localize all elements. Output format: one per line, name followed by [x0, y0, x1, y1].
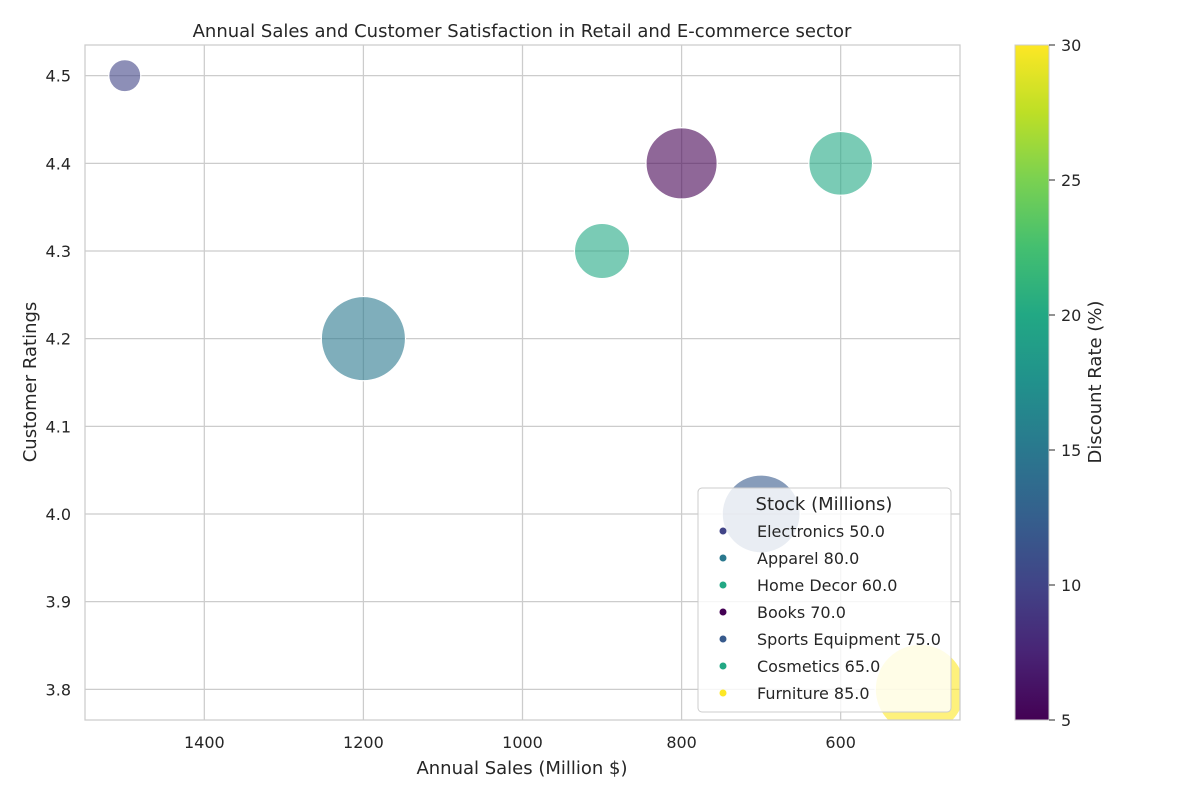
- legend-marker: [719, 581, 727, 589]
- colorbar-tick-label: 15: [1061, 441, 1081, 460]
- y-tick-label: 4.4: [46, 154, 71, 173]
- legend-label: Electronics 50.0: [757, 522, 885, 541]
- chart-title: Annual Sales and Customer Satisfaction i…: [193, 21, 852, 42]
- x-axis-label: Annual Sales (Million $): [416, 758, 627, 779]
- legend-label: Sports Equipment 75.0: [757, 630, 941, 649]
- y-axis-label: Customer Ratings: [20, 302, 41, 463]
- x-tick-label: 1400: [184, 733, 225, 752]
- y-tick-label: 3.9: [46, 593, 71, 612]
- x-tick-label: 1000: [502, 733, 543, 752]
- colorbar-gradient: [1014, 44, 1050, 721]
- legend-marker: [719, 635, 727, 643]
- bubble-electronics: [108, 59, 142, 93]
- y-tick-label: 4.5: [46, 67, 71, 86]
- colorbar-tick-label: 25: [1061, 171, 1081, 190]
- bubble-cosmetics: [808, 130, 874, 196]
- colorbar-tick-label: 5: [1061, 711, 1071, 730]
- grid: [85, 45, 960, 720]
- legend-label: Apparel 80.0: [757, 549, 859, 568]
- colorbar-tick-label: 20: [1061, 306, 1081, 325]
- y-tick-labels: 3.8 3.9 4.0 4.1 4.2 4.3 4.4 4.5: [46, 67, 71, 700]
- colorbar-tick-label: 10: [1061, 576, 1081, 595]
- bubble-books: [645, 127, 718, 200]
- colorbar: 5 10 15 20 25 30 Discount Rate (%): [1014, 36, 1106, 730]
- legend-label: Cosmetics 65.0: [757, 657, 880, 676]
- legend-title: Stock (Millions): [756, 494, 893, 515]
- bubble-apparel: [320, 295, 407, 382]
- y-tick-label: 4.1: [46, 417, 71, 436]
- legend-label: Books 70.0: [757, 603, 846, 622]
- legend-label: Furniture 85.0: [757, 684, 870, 703]
- y-tick-label: 3.8: [46, 680, 71, 699]
- legend-box: [697, 487, 952, 713]
- legend-marker: [719, 608, 727, 616]
- legend-marker: [719, 662, 727, 670]
- bubble-home-decor: [573, 222, 631, 280]
- y-tick-label: 4.0: [46, 505, 71, 524]
- legend-marker: [719, 554, 727, 562]
- colorbar-label: Discount Rate (%): [1085, 301, 1106, 464]
- legend-label: Home Decor 60.0: [757, 576, 897, 595]
- y-tick-label: 4.3: [46, 242, 71, 261]
- plot-frame: [84, 44, 961, 721]
- x-tick-label: 600: [825, 733, 856, 752]
- colorbar-tick-label: 30: [1061, 36, 1081, 55]
- x-tick-label: 1200: [343, 733, 384, 752]
- x-tick-label: 800: [666, 733, 697, 752]
- legend-marker: [719, 689, 727, 697]
- legend-marker: [719, 527, 727, 535]
- x-tick-labels: 1400 1200 1000 800 600: [184, 733, 856, 752]
- y-tick-label: 4.2: [46, 330, 71, 349]
- legend: Stock (Millions) Electronics 50.0 Apparel…: [697, 487, 952, 713]
